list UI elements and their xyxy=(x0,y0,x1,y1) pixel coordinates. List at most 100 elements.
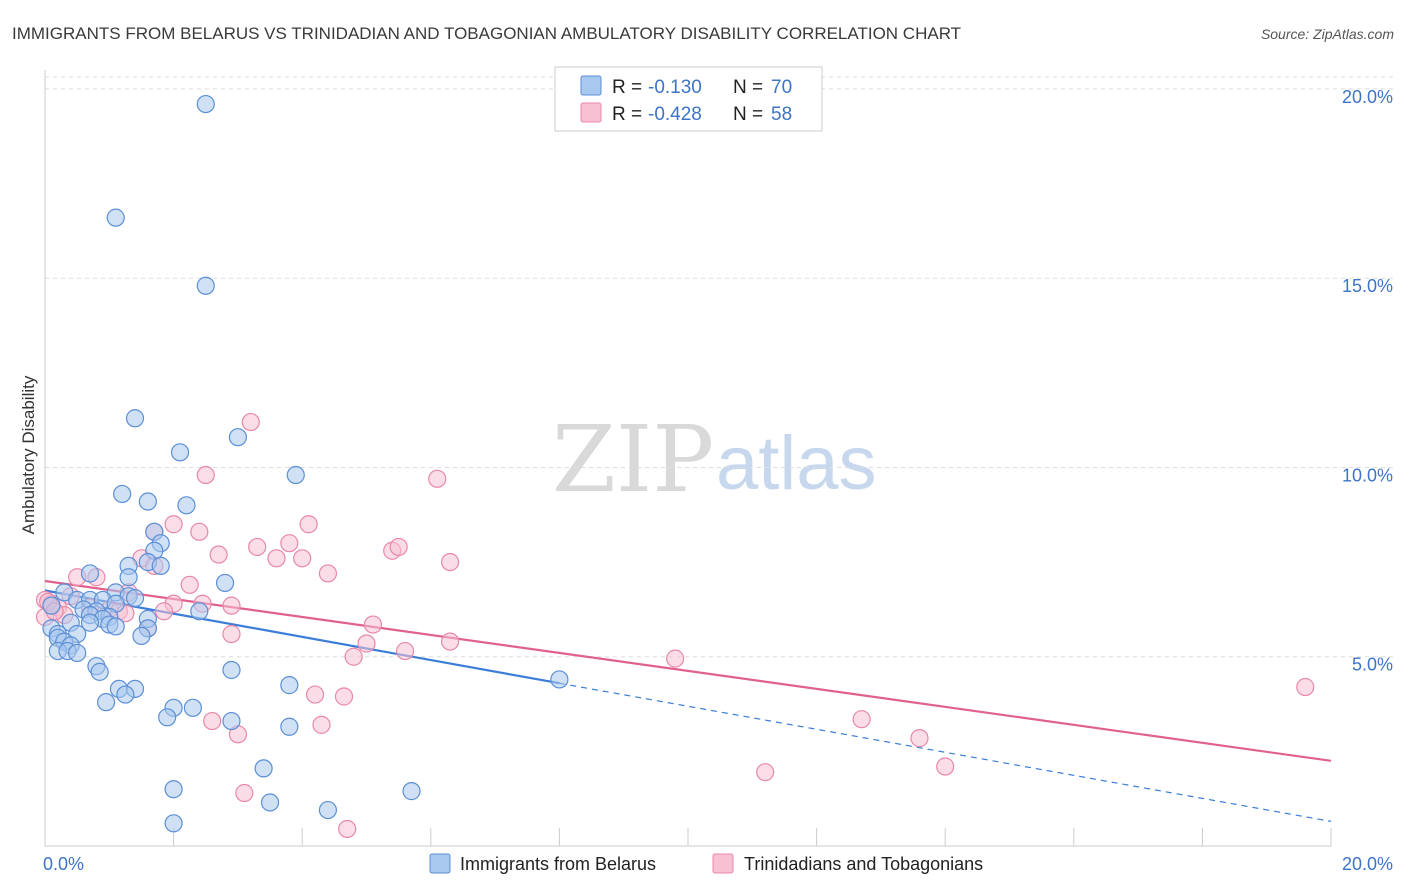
legend-n-value-1: 70 xyxy=(771,77,792,98)
belarus-trend-dashed xyxy=(559,682,1332,822)
axes xyxy=(44,70,1332,847)
trinidad-point xyxy=(910,729,929,748)
trinidad-point xyxy=(312,715,331,734)
x-tick-labels: 0.0% 20.0% xyxy=(43,854,1393,874)
bottom-legend-trinidad: Trinidadians and Tobagonians xyxy=(744,854,983,874)
belarus-point xyxy=(113,484,132,504)
belarus-point xyxy=(183,698,202,717)
trinidad-point xyxy=(936,757,955,776)
legend-n-value-2: 58 xyxy=(771,104,792,125)
x-tick-label: 0.0% xyxy=(43,854,84,874)
trinidad-point xyxy=(440,552,460,572)
belarus-point xyxy=(151,556,170,575)
trinidad-point xyxy=(196,465,215,485)
trinidad-point xyxy=(305,685,325,704)
trinidad-points xyxy=(35,412,1315,839)
y-tick-label: 5.0% xyxy=(1352,655,1393,675)
legend-r-value-2: -0.428 xyxy=(648,104,702,125)
trinidad-point xyxy=(440,632,460,651)
trinidad-point xyxy=(293,549,312,568)
legend-r-label-1: R = xyxy=(612,77,642,98)
correlation-legend: R = -0.130 N = 70 R = -0.428 N = 58 xyxy=(554,66,823,132)
trinidad-point xyxy=(280,534,299,553)
trinidad-point xyxy=(756,763,775,782)
trinidad-point xyxy=(428,469,447,488)
trinidad-point xyxy=(203,711,222,731)
trinidad-point xyxy=(222,596,241,615)
bottom-legend-swatch-trinidad xyxy=(712,853,734,874)
trinidad-point xyxy=(190,522,209,541)
y-tick-label: 10.0% xyxy=(1342,465,1393,485)
watermark-zip: ZIP xyxy=(552,406,714,513)
belarus-point xyxy=(196,94,215,114)
belarus-point xyxy=(116,685,135,704)
trinidad-point xyxy=(1296,677,1315,697)
belarus-point xyxy=(106,208,125,227)
trinidad-point xyxy=(222,624,241,644)
trinidad-point xyxy=(666,649,685,668)
trinidad-trend-solid xyxy=(44,579,1332,762)
belarus-point xyxy=(42,596,61,615)
trinidad-point xyxy=(357,634,376,653)
legend-n-label-2: N = xyxy=(733,104,763,125)
trinidad-point xyxy=(334,687,354,706)
trinidad-point xyxy=(318,564,338,583)
legend-r-label-2: R = xyxy=(612,104,642,125)
trinidad-point xyxy=(852,710,871,729)
belarus-point xyxy=(280,676,299,695)
belarus-points xyxy=(42,94,569,833)
belarus-point xyxy=(177,496,196,515)
belarus-point xyxy=(106,617,125,636)
trinidad-point xyxy=(248,537,267,557)
trinidad-point xyxy=(209,545,228,564)
trinidad-point xyxy=(180,575,199,594)
belarus-point xyxy=(286,465,305,485)
belarus-point xyxy=(96,693,116,712)
trinidad-point xyxy=(267,549,286,568)
trinidad-point xyxy=(164,515,183,534)
belarus-point xyxy=(170,443,190,462)
trinidad-trendline xyxy=(44,579,1332,762)
bottom-legend-swatch-belarus xyxy=(429,853,451,874)
trinidad-point xyxy=(299,515,318,534)
belarus-point xyxy=(164,814,183,833)
y-tick-label: 15.0% xyxy=(1342,276,1393,296)
belarus-point xyxy=(125,588,145,608)
trinidad-point xyxy=(154,602,174,621)
belarus-point xyxy=(119,568,138,587)
belarus-point xyxy=(164,780,183,799)
belarus-point xyxy=(80,564,100,583)
trinidad-point xyxy=(395,641,415,661)
belarus-point xyxy=(138,492,157,511)
belarus-point xyxy=(190,602,209,621)
belarus-point xyxy=(196,276,215,295)
belarus-point xyxy=(228,428,247,447)
belarus-point xyxy=(215,573,235,593)
trinidad-point xyxy=(363,615,383,634)
x-tick-label: 20.0% xyxy=(1342,854,1393,874)
belarus-point xyxy=(402,782,421,801)
gridlines xyxy=(45,76,1394,658)
trinidad-point xyxy=(338,819,357,839)
bottom-legend-belarus: Immigrants from Belarus xyxy=(460,854,656,874)
belarus-point xyxy=(132,626,151,646)
belarus-point xyxy=(222,711,241,731)
chart-title: IMMIGRANTS FROM BELARUS VS TRINIDADIAN A… xyxy=(12,24,961,43)
trinidad-point xyxy=(344,647,363,666)
source-label: Source: ZipAtlas.com xyxy=(1261,26,1394,42)
belarus-point xyxy=(158,708,177,727)
watermark-atlas: atlas xyxy=(716,421,877,506)
belarus-point xyxy=(68,643,87,663)
belarus-point xyxy=(125,409,145,428)
legend-n-label-1: N = xyxy=(733,77,763,98)
belarus-point xyxy=(90,662,109,681)
trinidad-point xyxy=(241,412,260,432)
trinidad-point xyxy=(389,537,408,557)
series-legend: Immigrants from Belarus Trinidadians and… xyxy=(429,853,983,874)
belarus-point xyxy=(260,793,280,812)
trinidad-point xyxy=(235,783,254,803)
y-tick-labels: 5.0% 10.0% 15.0% 20.0% xyxy=(1342,87,1393,675)
belarus-point xyxy=(318,800,338,820)
legend-swatch-belarus xyxy=(580,75,602,96)
